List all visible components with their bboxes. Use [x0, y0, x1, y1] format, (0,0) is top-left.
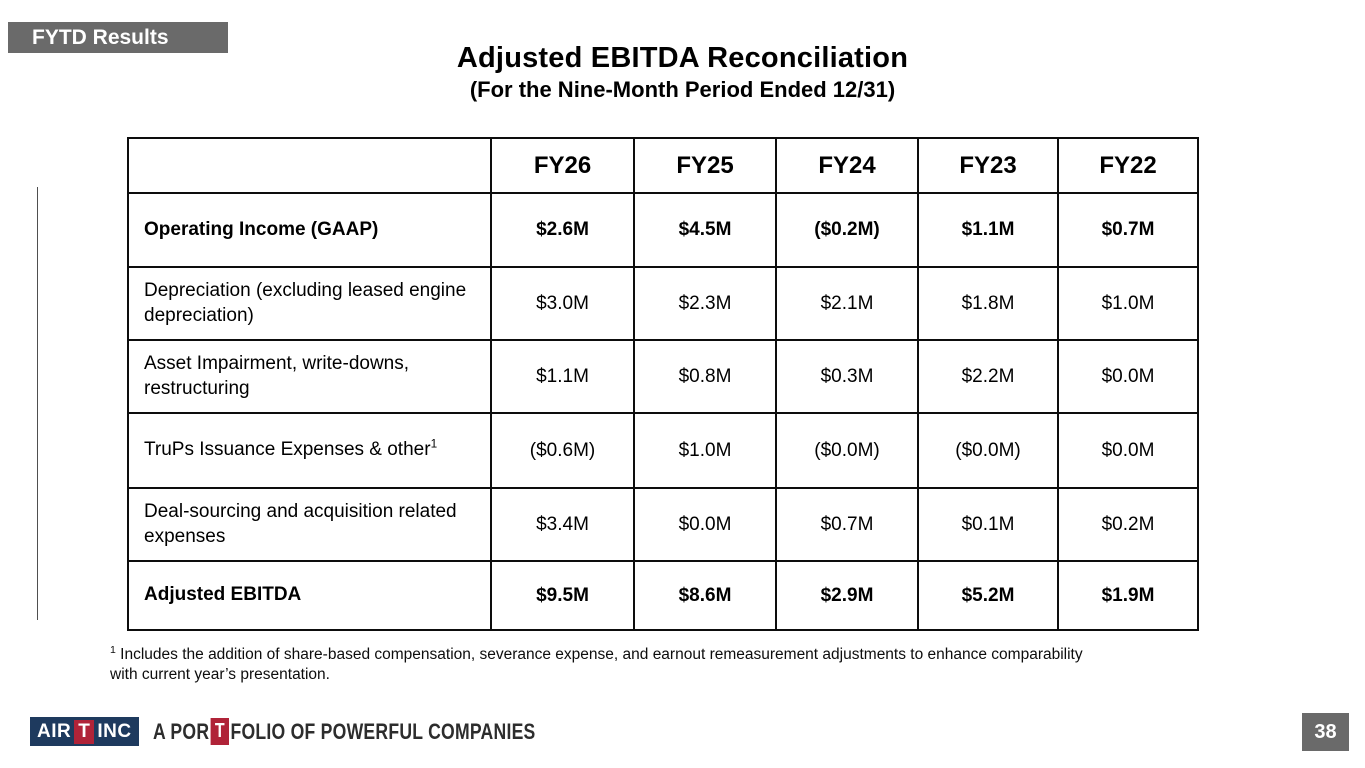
- row-label: TruPs Issuance Expenses & other1: [127, 412, 492, 489]
- row-label-text: Operating Income (GAAP): [144, 218, 379, 240]
- column-header-fy25: FY25: [633, 137, 777, 194]
- logo-air-text: AIR: [37, 720, 72, 742]
- cell: $0.0M: [1057, 412, 1199, 489]
- cell: $9.5M: [490, 560, 635, 631]
- row-label-text: Adjusted EBITDA: [144, 584, 302, 606]
- cell: $2.3M: [633, 266, 777, 341]
- table-row-deal-sourcing: Deal-sourcing and acquisition related ex…: [127, 487, 1199, 562]
- column-header-fy24: FY24: [775, 137, 919, 194]
- page-title: Adjusted EBITDA Reconciliation: [456, 42, 909, 74]
- row-label: Depreciation (excluding leased engine de…: [127, 266, 492, 341]
- row-label-text: TruPs Issuance Expenses & other: [144, 439, 431, 461]
- cell: $3.0M: [490, 266, 635, 341]
- cell: $1.1M: [917, 192, 1059, 268]
- cell: ($0.0M): [917, 412, 1059, 489]
- cell: ($0.6M): [490, 412, 635, 489]
- row-label: Deal-sourcing and acquisition related ex…: [127, 487, 492, 562]
- cell: $2.2M: [917, 339, 1059, 414]
- cell: $0.8M: [633, 339, 777, 414]
- cell: $0.1M: [917, 487, 1059, 562]
- airt-inc-logo: AIR T INC: [30, 717, 139, 746]
- footnote-marker: 1: [110, 643, 116, 656]
- column-header-fy22: FY22: [1057, 137, 1199, 194]
- row-label-text: Asset Impairment, write-downs, restructu…: [144, 353, 410, 399]
- row-label: Asset Impairment, write-downs, restructu…: [127, 339, 492, 414]
- cell: $0.2M: [1057, 487, 1199, 562]
- row-label-text: Depreciation (excluding leased engine de…: [144, 280, 467, 326]
- tagline-t-mark: T: [210, 718, 229, 745]
- tagline-part2: FOLIO OF POWERFUL COMPANIES: [230, 718, 536, 744]
- cell: $5.2M: [917, 560, 1059, 631]
- cell: $0.0M: [1057, 339, 1199, 414]
- logo-inc-text: INC: [97, 720, 132, 742]
- tagline-part1: A POR: [152, 718, 209, 744]
- cell: ($0.0M): [775, 412, 919, 489]
- cell: $4.5M: [633, 192, 777, 268]
- ebitda-reconciliation-table: FY26 FY25 FY24 FY23 FY22 Operating Incom…: [127, 137, 1199, 631]
- table-row-depreciation: Depreciation (excluding leased engine de…: [127, 266, 1199, 341]
- cell: $0.3M: [775, 339, 919, 414]
- cell: $2.9M: [775, 560, 919, 631]
- footnote: 1 Includes the addition of share-based c…: [110, 645, 1088, 686]
- company-logo: AIR T INC A POR T FOLIO OF POWERFUL COMPANIE…: [30, 717, 631, 746]
- table-row-adjusted-ebitda: Adjusted EBITDA $9.5M $8.6M $2.9M $5.2M …: [127, 560, 1199, 631]
- row-label-text: Deal-sourcing and acquisition related ex…: [144, 501, 457, 547]
- cell: $1.0M: [1057, 266, 1199, 341]
- column-header-fy23: FY23: [917, 137, 1059, 194]
- title-block: Adjusted EBITDA Reconciliation (For the …: [0, 42, 1365, 103]
- column-header-fy26: FY26: [490, 137, 635, 194]
- slide-tag: FYTD Results: [8, 22, 228, 53]
- logo-t-mark: T: [74, 719, 95, 744]
- cell: $0.7M: [1057, 192, 1199, 268]
- cell: $2.6M: [490, 192, 635, 268]
- cell: $1.8M: [917, 266, 1059, 341]
- column-header-blank: [127, 137, 492, 194]
- table-row-asset-impairment: Asset Impairment, write-downs, restructu…: [127, 339, 1199, 414]
- table-row-operating-income: Operating Income (GAAP) $2.6M $4.5M ($0.…: [127, 192, 1199, 268]
- cell: $0.7M: [775, 487, 919, 562]
- logo-tagline: A POR T FOLIO OF POWERFUL COMPANIES: [153, 718, 536, 745]
- cell: $8.6M: [633, 560, 777, 631]
- footnote-text: Includes the addition of share-based com…: [110, 646, 1083, 684]
- cell: $3.4M: [490, 487, 635, 562]
- table-header-row: FY26 FY25 FY24 FY23 FY22: [127, 137, 1199, 194]
- cell: $1.9M: [1057, 560, 1199, 631]
- table-row-trups: TruPs Issuance Expenses & other1 ($0.6M)…: [127, 412, 1199, 489]
- left-vertical-rule: [37, 187, 38, 620]
- cell: $1.1M: [490, 339, 635, 414]
- cell: ($0.2M): [775, 192, 919, 268]
- row-label: Operating Income (GAAP): [127, 192, 492, 268]
- cell: $1.0M: [633, 412, 777, 489]
- page-number-badge: 38: [1302, 713, 1349, 751]
- row-label: Adjusted EBITDA: [127, 560, 492, 631]
- footnote-ref: 1: [430, 438, 438, 452]
- cell: $2.1M: [775, 266, 919, 341]
- cell: $0.0M: [633, 487, 777, 562]
- page-subtitle: (For the Nine-Month Period Ended 12/31): [469, 77, 896, 102]
